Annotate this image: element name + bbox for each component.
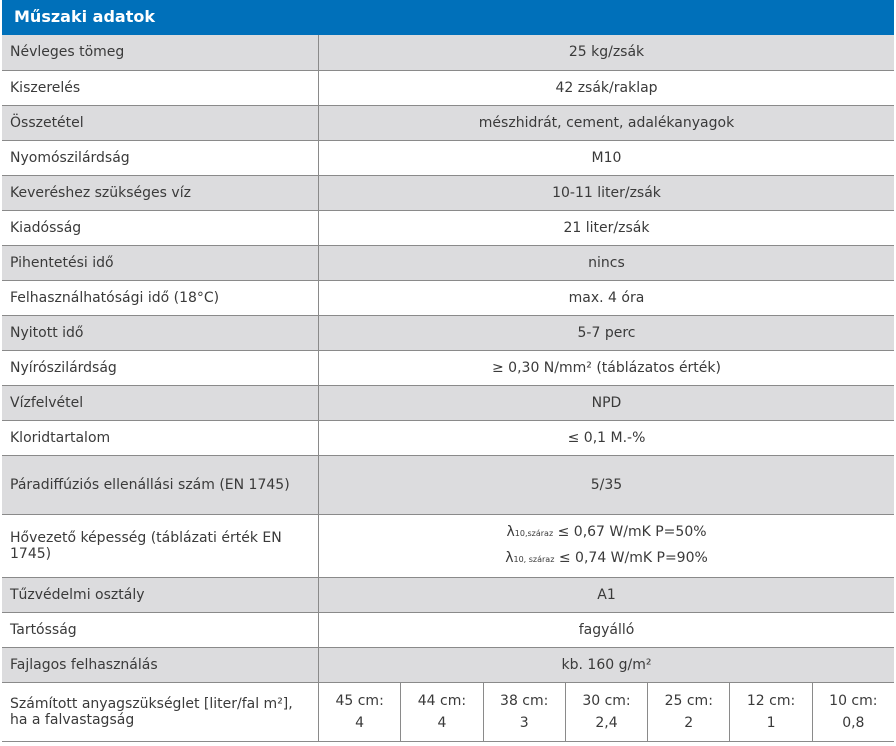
row-label: Keveréshez szükséges víz: [2, 174, 319, 211]
row-value: 42 zsák/raklap: [318, 69, 894, 106]
thermal-line2: λ10, száraz ≤ 0,74 W/mK P=90%: [327, 546, 886, 572]
thickness-cell: 10 cm: 0,8: [811, 682, 894, 741]
table-row: Pihentetési idő nincs: [2, 244, 894, 281]
thickness-label: 10 cm:: [829, 692, 878, 709]
row-value: A1: [318, 576, 894, 613]
table-row: Összetétel mészhidrát, cement, adalékanya…: [2, 104, 894, 141]
table-row: Keveréshez szükséges víz 10-11 liter/zsák: [2, 174, 894, 211]
thickness-label: 25 cm:: [664, 692, 713, 709]
thickness-value: 3: [519, 714, 529, 731]
row-label: Számított anyagszükséglet [liter/fal m²]…: [2, 681, 319, 742]
subscript: 10,száraz: [514, 528, 554, 538]
thickness-value: 2: [684, 714, 694, 731]
row-label: Fajlagos felhasználás: [2, 646, 319, 683]
thickness-label: 45 cm:: [335, 692, 384, 709]
table-row: Felhasználhatósági idő (18°C) max. 4 óra: [2, 279, 894, 316]
table-row: Kiszerelés 42 zsák/raklap: [2, 69, 894, 106]
row-value: max. 4 óra: [318, 279, 894, 316]
row-value: M10: [318, 139, 894, 176]
row-value: ≥ 0,30 N/mm² (táblázatos érték): [318, 349, 894, 386]
thickness-cell: 30 cm: 2,4: [564, 682, 647, 741]
thickness-label: 44 cm:: [417, 692, 467, 709]
thickness-value: 0,8: [842, 714, 865, 731]
table-row: Kiadósság 21 liter/zsák: [2, 209, 894, 246]
row-label: Kiadósság: [2, 209, 319, 246]
row-value: fagyálló: [318, 611, 894, 648]
row-label: Felhasználhatósági idő (18°C): [2, 279, 319, 316]
lambda-symbol: λ: [505, 549, 514, 566]
thickness-cell: 45 cm: 4: [319, 683, 400, 741]
thickness-grid: 45 cm: 4 44 cm: 4 38 cm: 3 30 cm: 2,4 25 cm: 2 12 …: [319, 682, 894, 741]
row-label: Névleges tömeg: [2, 35, 319, 71]
thermal-line1: λ10,száraz ≤ 0,67 W/mK P=50%: [327, 520, 886, 546]
row-value: 5-7 perc: [318, 314, 894, 351]
thickness-label: 38 cm:: [500, 692, 549, 709]
row-value: 10-11 liter/zsák: [318, 174, 894, 211]
table-row: Nyírószilárdság ≥ 0,30 N/mm² (táblázatos …: [2, 349, 894, 386]
row-value: ≤ 0,1 M.-%: [318, 419, 894, 456]
row-value: 21 liter/zsák: [318, 209, 894, 246]
row-label: Nyitott idő: [2, 314, 319, 351]
row-value: nincs: [318, 244, 894, 281]
table-row: Fajlagos felhasználás kb. 160 g/m²: [2, 646, 894, 683]
subscript: 10, száraz: [513, 554, 555, 564]
thickness-label: 12 cm:: [746, 692, 796, 709]
table-row: Kloridtartalom ≤ 0,1 M.-%: [2, 419, 894, 456]
thickness-cell: 25 cm: 2: [647, 682, 729, 741]
row-label: Hővezető képesség (táblázati érték EN 17…: [2, 513, 319, 578]
table-row: Tűzvédelmi osztály A1: [2, 576, 894, 613]
table-title: Műszaki adatok: [2, 0, 894, 35]
row-label: Páradiffúziós ellenállási szám (EN 1745): [2, 454, 319, 515]
row-value: NPD: [318, 384, 894, 421]
table-row: Nyitott idő 5-7 perc: [2, 314, 894, 351]
table-row: Számított anyagszükséglet [liter/fal m²]…: [2, 681, 894, 742]
thickness-value: 2,4: [595, 714, 618, 731]
thickness-cell: 38 cm: 3: [482, 682, 565, 741]
table-row: Páradiffúziós ellenállási szám (EN 1745)…: [2, 454, 894, 515]
thickness-cell: 12 cm: 1: [729, 682, 811, 741]
row-label: Vízfelvétel: [2, 384, 319, 421]
row-label: Nyomószilárdság: [2, 139, 319, 176]
table-row: Nyomószilárdság M10: [2, 139, 894, 176]
row-label: Kiszerelés: [2, 69, 319, 106]
thickness-label: 30 cm:: [582, 692, 631, 709]
thickness-value: 1: [766, 714, 776, 731]
row-label: Tűzvédelmi osztály: [2, 576, 319, 613]
row-value: λ10,száraz ≤ 0,67 W/mK P=50% λ10, száraz …: [318, 513, 894, 578]
row-value: 45 cm: 4 44 cm: 4 38 cm: 3 30 cm: 2,4 25 cm: 2 12 …: [318, 681, 894, 742]
table-row: Tartósság fagyálló: [2, 611, 894, 648]
thermal-value: ≤ 0,67 W/mK P=50%: [553, 523, 707, 540]
row-value: 25 kg/zsák: [318, 35, 894, 71]
row-value: 5/35: [318, 454, 894, 515]
thickness-value: 4: [437, 714, 447, 731]
row-value: kb. 160 g/m²: [318, 646, 894, 683]
row-label: Kloridtartalom: [2, 419, 319, 456]
row-value: mészhidrát, cement, adalékanyagok: [318, 104, 894, 141]
row-label: Tartósság: [2, 611, 319, 648]
table-row: Hővezető képesség (táblázati érték EN 17…: [2, 513, 894, 578]
table-row: Névleges tömeg 25 kg/zsák: [2, 35, 894, 71]
row-label: Összetétel: [2, 104, 319, 141]
row-label: Pihentetési idő: [2, 244, 319, 281]
thermal-value: ≤ 0,74 W/mK P=90%: [554, 549, 708, 566]
row-label: Nyírószilárdság: [2, 349, 319, 386]
lambda-symbol: λ: [506, 523, 515, 540]
table-row: Vízfelvétel NPD: [2, 384, 894, 421]
thickness-value: 4: [355, 714, 365, 731]
thickness-cell: 44 cm: 4: [400, 682, 482, 741]
